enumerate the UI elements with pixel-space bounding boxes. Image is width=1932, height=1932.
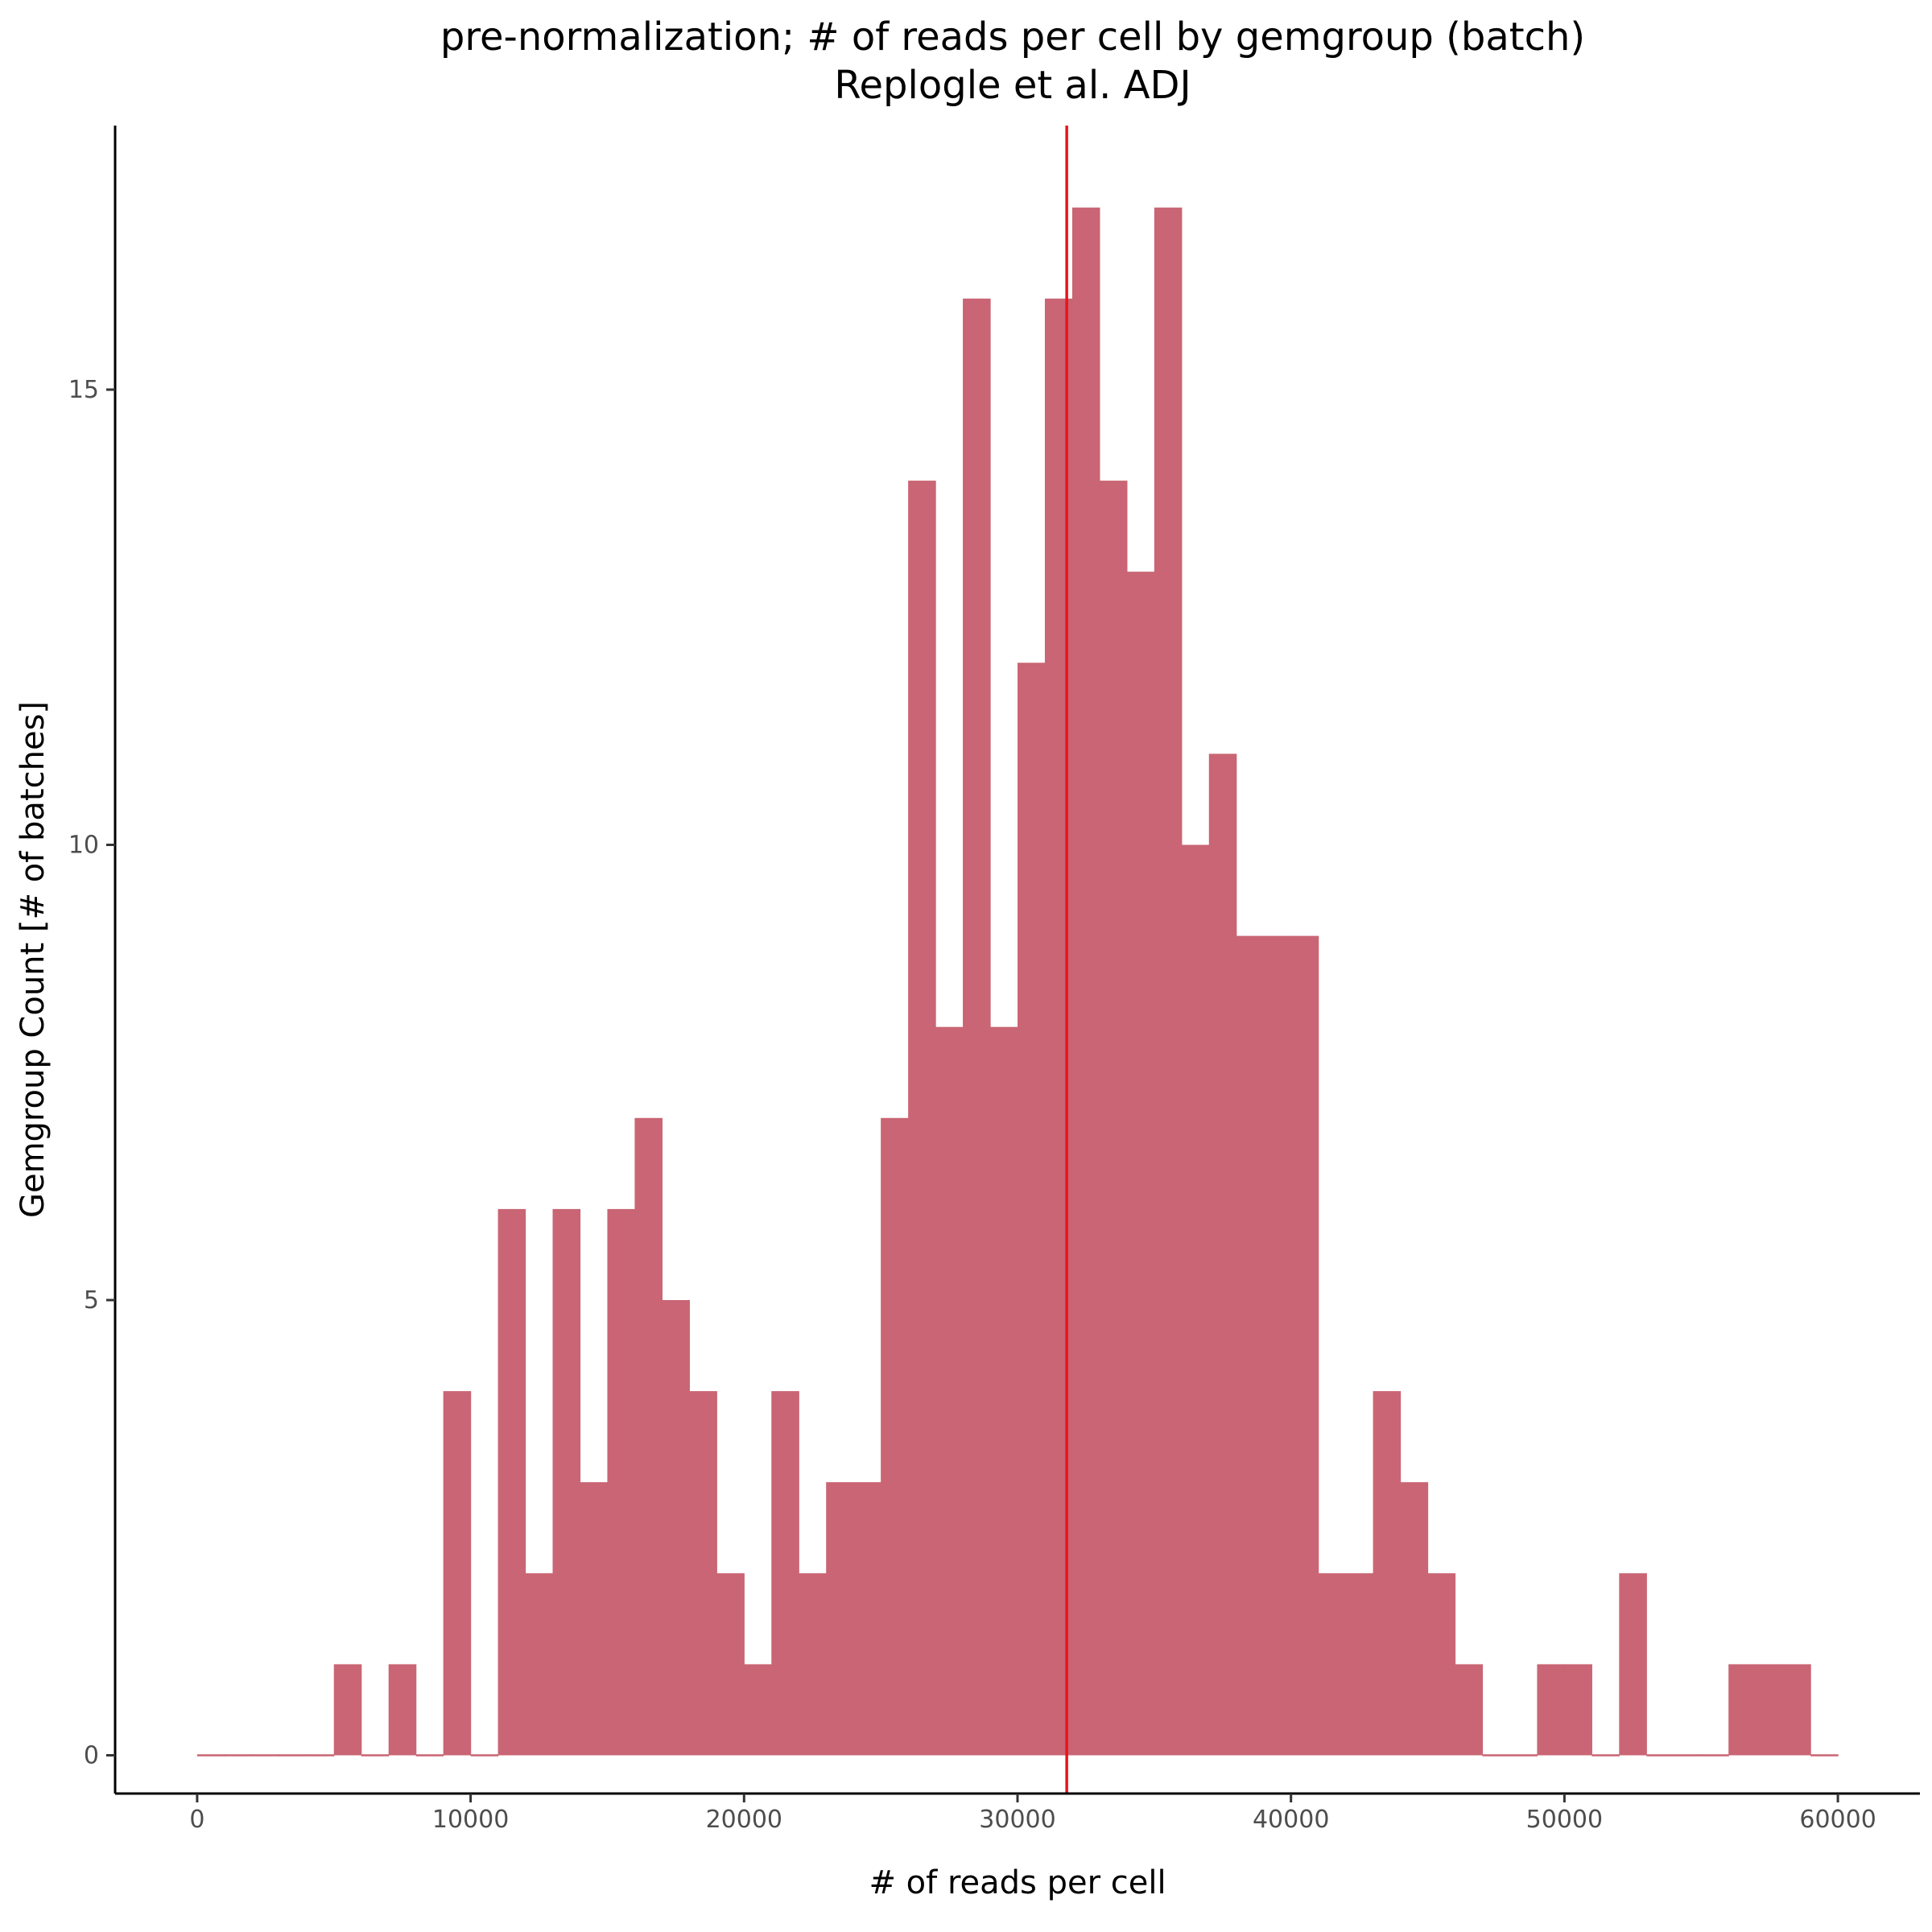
histogram-bar	[963, 298, 991, 1756]
histogram-bar	[1455, 1664, 1484, 1756]
histogram-bar	[1154, 207, 1183, 1756]
histogram-bar	[415, 1754, 444, 1757]
histogram-bar	[853, 1482, 881, 1756]
x-tick-label: 30000	[979, 1806, 1055, 1834]
histogram-bar	[1701, 1754, 1729, 1757]
histogram-bar	[716, 1573, 745, 1756]
histogram-bar	[1018, 663, 1046, 1756]
histogram-bar	[443, 1391, 472, 1756]
histogram-bar	[1373, 1391, 1402, 1756]
histogram-bar	[908, 481, 936, 1756]
histogram-bar	[1646, 1754, 1674, 1757]
x-axis-label: # of reads per cell	[869, 1864, 1166, 1901]
histogram-bar	[1236, 935, 1265, 1756]
y-tick-label: 10	[68, 831, 99, 859]
histogram-bar	[251, 1754, 280, 1757]
histogram-bar	[580, 1482, 609, 1756]
x-tick-label: 10000	[432, 1806, 509, 1834]
histogram-bar	[361, 1754, 390, 1757]
x-axis-ticks: 0 10000 20000 30000 40000 50000 60000	[189, 1794, 1876, 1834]
histogram-bar	[990, 1026, 1018, 1756]
histogram-bar	[1263, 935, 1292, 1756]
y-axis-label: Gemgroup Count [# of batches]	[14, 701, 52, 1218]
histogram-bar	[1345, 1573, 1374, 1756]
y-tick-label: 15	[68, 376, 99, 404]
histogram-bar	[1400, 1482, 1429, 1756]
histogram-bar	[1783, 1664, 1811, 1756]
histogram-bar	[497, 1208, 526, 1756]
histogram-bar	[1427, 1573, 1456, 1756]
y-tick-label: 0	[84, 1741, 99, 1769]
chart-title: pre-normalization; # of reads per cell b…	[440, 14, 1585, 60]
x-tick-label: 0	[189, 1806, 204, 1834]
histogram-bar	[1619, 1573, 1647, 1756]
histogram-bar	[1728, 1664, 1757, 1756]
histogram-bar	[689, 1391, 717, 1756]
histogram-bar	[1071, 207, 1100, 1756]
histogram-bar	[1509, 1754, 1538, 1757]
y-tick-label: 5	[84, 1286, 99, 1315]
histogram-bar	[196, 1754, 225, 1757]
histogram-bar	[333, 1664, 362, 1756]
histogram-bar	[1290, 935, 1319, 1756]
histogram-bar	[826, 1482, 854, 1756]
histogram-bar	[1099, 481, 1128, 1756]
histogram-bar	[1591, 1754, 1620, 1757]
histogram-bar	[1810, 1754, 1839, 1757]
chart-subtitle: Replogle et al. ADJ	[834, 63, 1191, 108]
histogram-bar	[525, 1573, 554, 1756]
histogram-bar	[935, 1026, 964, 1756]
histogram-bar	[744, 1664, 772, 1756]
histogram-bar	[1181, 844, 1210, 1756]
x-tick-label: 60000	[1799, 1806, 1876, 1834]
x-tick-label: 50000	[1526, 1806, 1603, 1834]
histogram-bar	[1537, 1664, 1565, 1756]
histogram-bar	[470, 1754, 499, 1757]
histogram-bar	[662, 1300, 690, 1756]
histogram-bar	[1044, 298, 1073, 1756]
histogram-bar	[224, 1754, 253, 1757]
x-tick-label: 20000	[706, 1806, 782, 1834]
histogram-bar	[634, 1117, 663, 1756]
histogram-bar	[1482, 1754, 1511, 1757]
histogram-bar	[279, 1754, 308, 1757]
histogram-bar	[306, 1754, 335, 1757]
y-axis-ticks: 0 5 10 15	[68, 376, 115, 1769]
histogram-bar	[1564, 1664, 1592, 1756]
x-tick-label: 40000	[1253, 1806, 1329, 1834]
histogram-bar	[771, 1391, 799, 1756]
histogram-bar	[1208, 753, 1237, 1756]
histogram-bar	[552, 1208, 581, 1756]
histogram-bar	[1756, 1664, 1784, 1756]
histogram-bar	[1318, 1573, 1347, 1756]
histogram-bar	[881, 1117, 909, 1756]
histogram-bar	[1126, 572, 1155, 1756]
histogram-bar	[607, 1208, 636, 1756]
histogram-bar	[388, 1664, 417, 1756]
histogram-bars	[196, 207, 1839, 1757]
histogram-bar	[1674, 1754, 1702, 1757]
histogram-bar	[799, 1573, 827, 1756]
